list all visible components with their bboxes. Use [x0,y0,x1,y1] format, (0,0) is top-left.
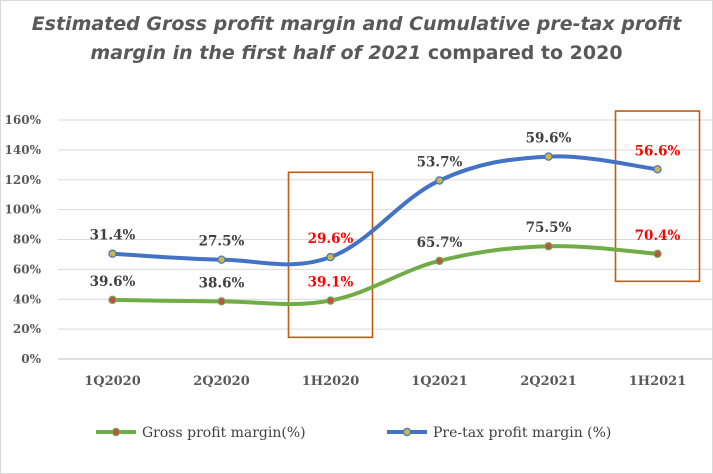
data-point [544,152,553,161]
legend-label: Gross profit margin(%) [142,425,306,441]
data-labels: 39.6% 38.6% 39.1% 65.7% 75.5% 70.4% 31.4% 27.5%… [90,131,681,292]
data-label: 39.6% [90,274,136,290]
data-point [217,255,226,264]
data-label: 75.5% [526,220,572,236]
y-tick-label: 60% [13,262,42,276]
title-line-1: Estimated Gross profit margin and Cumula… [31,13,682,35]
series-line-gross [110,244,660,307]
data-point [217,297,226,306]
title-line-2-italic: margin in the first half of 2021 [90,42,422,64]
data-label: 56.6% [635,143,681,159]
data-label: 31.4% [90,228,136,244]
y-tick-label: 140% [5,143,42,157]
data-label: 70.4% [635,228,681,244]
y-tick-label: 160% [5,113,42,127]
y-tick-label: 0% [21,352,41,366]
data-point [653,165,662,174]
y-tick-label: 40% [13,292,42,306]
data-label: 27.5% [199,234,245,250]
x-tick-label: 1Q2020 [84,374,141,389]
x-tick-label: 2Q2020 [193,374,250,389]
series-points [108,152,662,306]
data-label: 39.1% [308,275,354,291]
data-point [544,242,553,251]
series-line-pretax [110,154,660,267]
y-tick-label: 120% [5,173,42,187]
data-point [435,256,444,266]
y-tick-label: 100% [5,203,42,217]
highlight-box [287,171,374,339]
data-point [326,296,335,305]
data-label: 59.6% [526,131,572,147]
legend-swatch-marker [402,427,412,437]
legend: Gross profit margin(%) Pre-tax profit mar… [96,425,611,441]
y-axis: 0% 20% 40% 60% 80% 100% 120% 140% 160% [5,113,42,366]
data-point [326,252,335,262]
data-point [108,249,117,258]
title-line-2-plain: compared to 2020 [421,42,623,64]
series-lines [110,154,660,307]
x-tick-label: 1H2021 [629,374,687,389]
x-tick-label: 1Q2021 [411,374,468,389]
data-label: 65.7% [417,235,463,251]
chart-title: Estimated Gross profit margin and Cumula… [0,10,713,68]
legend-label: Pre-tax profit margin (%) [433,425,611,441]
data-label: 53.7% [417,154,463,170]
legend-swatch-marker [111,427,121,437]
data-point [108,295,117,305]
data-point [435,176,444,185]
highlight-box [614,110,701,283]
x-tick-label: 1H2020 [302,374,360,389]
y-tick-label: 80% [13,233,42,247]
data-point [653,249,662,259]
x-axis: 1Q2020 2Q2020 1H2020 1Q2021 2Q2021 1H2021 [84,374,686,389]
data-label: 38.6% [199,275,245,291]
y-tick-label: 20% [13,322,42,336]
x-tick-label: 2Q2021 [520,374,577,389]
data-label: 29.6% [308,231,354,247]
gridlines [58,119,712,360]
highlight-boxes [287,110,701,339]
